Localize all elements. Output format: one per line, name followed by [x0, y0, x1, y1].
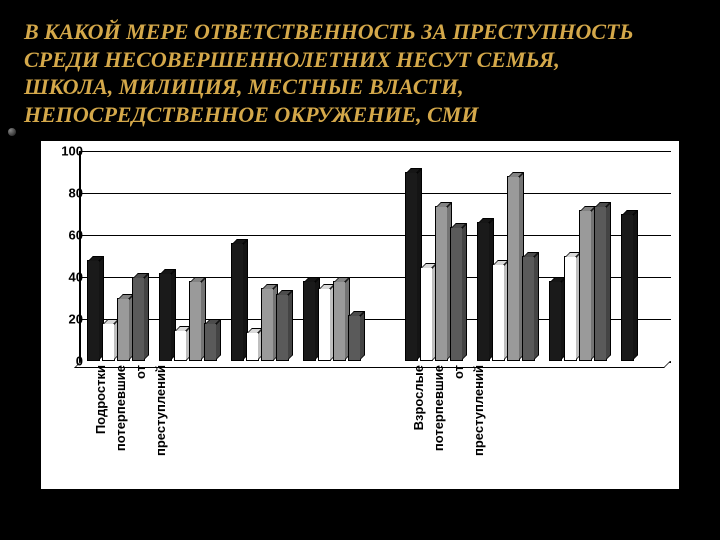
bar: [549, 281, 562, 361]
x-label: потерпевшие: [113, 365, 128, 451]
page-title: В КАКОЙ МЕРЕ ОТВЕТСТВЕННОСТЬ ЗА ПРЕСТУПН…: [0, 0, 720, 140]
chart-panel: 020406080100 Подросткипотерпевшиеотпрест…: [40, 140, 680, 490]
bar: [348, 315, 361, 361]
y-tick-label: 60: [53, 228, 83, 243]
bar: [231, 243, 244, 361]
bar: [507, 176, 520, 361]
bar: [261, 288, 274, 362]
bar: [435, 206, 448, 361]
bar: [579, 210, 592, 361]
bar: [303, 281, 316, 361]
title-line: НЕПОСРЕДСТВЕННОЕ ОКРУЖЕНИЕ, СМИ: [24, 101, 696, 129]
x-label: преступлений: [153, 365, 168, 456]
bar: [621, 214, 634, 361]
title-line: ШКОЛА, МИЛИЦИЯ, МЕСТНЫЕ ВЛАСТИ,: [24, 73, 696, 101]
y-tick-label: 100: [53, 144, 83, 159]
bar: [564, 256, 577, 361]
bar: [204, 323, 217, 361]
bar: [333, 281, 346, 361]
bar: [522, 256, 535, 361]
bar: [420, 267, 433, 362]
x-label: потерпевшие: [431, 365, 446, 451]
y-tick-label: 20: [53, 312, 83, 327]
bar-groups: [81, 151, 671, 361]
x-label: преступлений: [471, 365, 486, 456]
bar: [174, 330, 187, 362]
title-line: В КАКОЙ МЕРЕ ОТВЕТСТВЕННОСТЬ ЗА ПРЕСТУПН…: [24, 18, 696, 46]
bar: [117, 298, 130, 361]
bar: [492, 264, 505, 361]
bar: [594, 206, 607, 361]
bar: [450, 227, 463, 361]
x-labels: Подростки потерпевшие от преступлений Взросл…: [79, 365, 669, 483]
bar: [102, 323, 115, 361]
bar: [276, 294, 289, 361]
y-tick-label: 80: [53, 186, 83, 201]
bullet-decor: [8, 128, 16, 136]
y-tick-label: 40: [53, 270, 83, 285]
bar: [189, 281, 202, 361]
bar: [87, 260, 100, 361]
bar: [132, 277, 145, 361]
x-label: Взрослые: [411, 365, 426, 430]
title-line: СРЕДИ НЕСОВЕРШЕННОЛЕТНИХ НЕСУТ СЕМЬЯ,: [24, 46, 696, 74]
bar: [405, 172, 418, 361]
bar: [318, 288, 331, 362]
x-label: от: [133, 365, 148, 379]
bar: [246, 332, 259, 361]
x-label: Подростки: [93, 365, 108, 434]
chart-plot: [79, 151, 671, 363]
bar: [159, 273, 172, 361]
bar: [477, 222, 490, 361]
x-label: от: [451, 365, 466, 379]
